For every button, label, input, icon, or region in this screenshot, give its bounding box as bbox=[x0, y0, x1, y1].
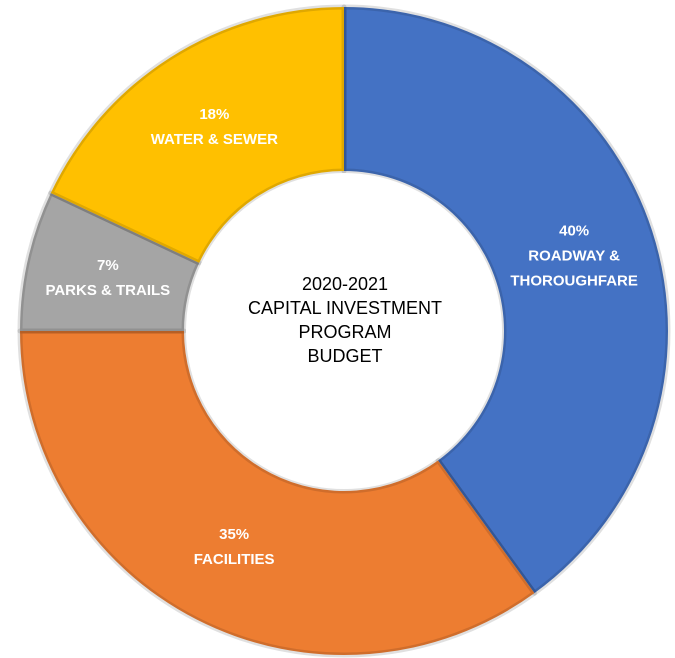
category-label: PARKS & TRAILS bbox=[45, 282, 171, 300]
donut-segment bbox=[341, 4, 671, 596]
center-line: CAPITAL INVESTMENT bbox=[247, 298, 443, 318]
center-line: 2020-2021 bbox=[301, 274, 389, 294]
segment-label: 35% FACILITIES bbox=[149, 522, 319, 572]
category-label: WATER & SEWER bbox=[150, 130, 278, 148]
value-label: 7% bbox=[96, 257, 119, 275]
donut-hole bbox=[186, 173, 502, 489]
center-text: 2020-2021 CAPITAL INVESTMENT PROGRAM BUDGET bbox=[215, 272, 475, 368]
value-label: 35% bbox=[219, 525, 250, 543]
value-label: 40% bbox=[559, 222, 590, 240]
category-label: FACILITIES bbox=[193, 550, 275, 568]
category-label: ROADWAY & THOROUGHFARE bbox=[510, 247, 638, 290]
donut-segment bbox=[48, 4, 347, 266]
value-label: 18% bbox=[199, 105, 230, 123]
segment-label: 40% ROADWAY & THOROUGHFARE bbox=[489, 219, 659, 294]
donut-segment bbox=[17, 328, 537, 658]
center-line: PROGRAM bbox=[298, 322, 392, 342]
donut-segment bbox=[17, 190, 202, 334]
center-line: BUDGET bbox=[307, 346, 383, 366]
segment-label: 18% WATER & SEWER bbox=[129, 102, 299, 152]
segment-label: 7% PARKS & TRAILS bbox=[23, 253, 193, 303]
